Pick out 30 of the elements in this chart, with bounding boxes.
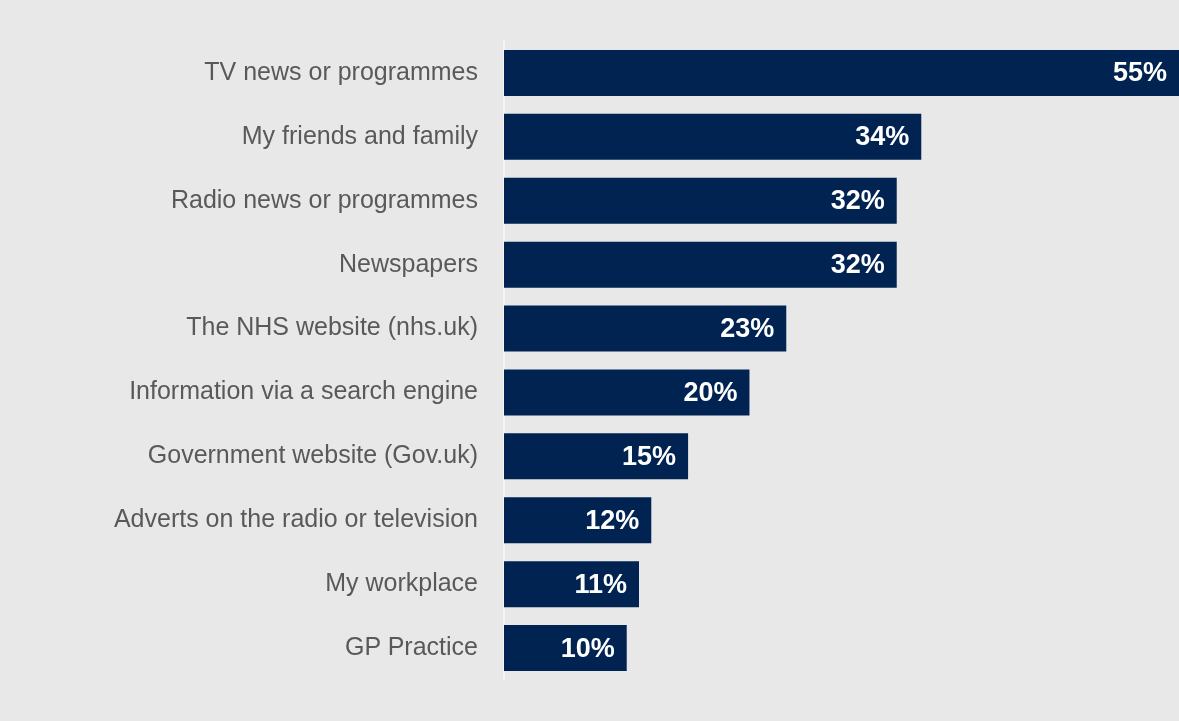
y-tick-label: Information via a search engine	[129, 376, 478, 405]
y-tick-label: Adverts on the radio or television	[113, 504, 478, 533]
bar	[504, 177, 897, 224]
data-label: 32%	[830, 185, 885, 216]
bar	[504, 113, 922, 160]
data-label: 20%	[683, 376, 738, 407]
bar	[504, 49, 1179, 96]
y-tick-label: Newspapers	[339, 248, 478, 277]
y-tick-label: Radio news or programmes	[170, 184, 478, 213]
bar	[504, 625, 627, 672]
data-label: 11%	[574, 568, 627, 599]
y-tick-label: GP Practice	[345, 631, 478, 660]
data-label: 32%	[830, 249, 885, 280]
data-label: 34%	[855, 121, 910, 152]
bar	[504, 305, 787, 352]
y-tick-label: The NHS website (nhs.uk)	[186, 312, 478, 341]
data-label: 10%	[560, 632, 615, 663]
bar	[504, 497, 652, 544]
y-tick-label: Government website (Gov.uk)	[147, 440, 478, 469]
y-tick-label: My workplace	[325, 568, 478, 597]
y-tick-label: My friends and family	[241, 120, 479, 149]
bar	[504, 561, 639, 608]
data-label: 15%	[622, 440, 677, 471]
bar	[504, 241, 897, 288]
bar	[504, 369, 750, 416]
data-label: 12%	[585, 504, 640, 535]
data-label: 55%	[1112, 57, 1167, 88]
data-label: 23%	[720, 313, 775, 343]
y-tick-label: TV news or programmes	[204, 56, 478, 85]
bar	[504, 433, 689, 480]
